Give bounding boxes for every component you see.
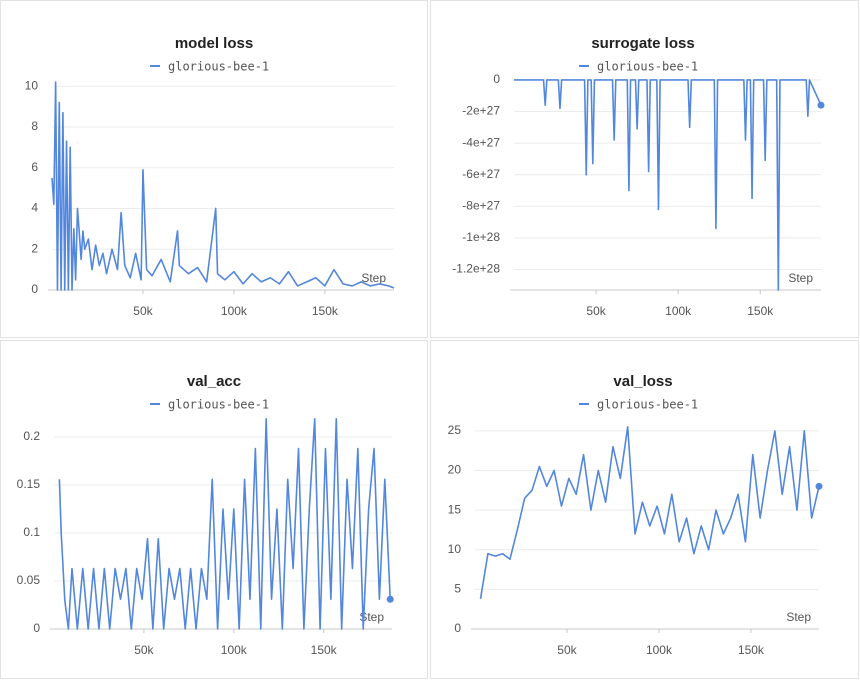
x-tick-label: 150k [311, 643, 338, 657]
x-tick-label: 100k [646, 643, 673, 657]
x-tick-label: 100k [221, 304, 248, 318]
y-tick-label: 4 [31, 201, 38, 215]
y-tick-label: 15 [448, 502, 462, 516]
y-tick-label: -6e+27 [462, 167, 500, 181]
line-series [514, 79, 822, 291]
y-tick-label: 0.05 [17, 573, 41, 587]
end-point [386, 595, 394, 603]
y-tick-label: -1e+28 [462, 230, 500, 244]
x-tick-label: 150k [738, 643, 765, 657]
chart: 0 -2e+27 -4e+27 -6e+27 -8e+27 -1e+28 -1.2e+28 5… [452, 35, 825, 318]
x-tick-label: 100k [221, 643, 248, 657]
y-tick-label: -4e+27 [462, 135, 500, 149]
y-tick-label: 0.1 [23, 525, 40, 539]
x-tick-label: 50k [557, 643, 577, 657]
legend-label: glorious-bee-1 [597, 60, 698, 74]
panel [430, 0, 859, 338]
y-tick-label: 10 [25, 78, 39, 92]
legend-label: glorious-bee-1 [168, 60, 269, 74]
x-tick-label: 150k [747, 304, 774, 318]
y-tick-label: -1.2e+28 [452, 262, 500, 276]
y-tick-label: 6 [31, 160, 38, 174]
y-tick-label: 0 [31, 282, 38, 296]
y-tick-label: 20 [448, 463, 462, 477]
y-tick-label: 25 [448, 423, 462, 437]
x-axis-label: Step [361, 271, 386, 285]
y-tick-label: 5 [454, 582, 461, 596]
line-series [479, 426, 820, 600]
chart-title: model loss [175, 35, 253, 52]
x-tick-label: 50k [134, 643, 154, 657]
chart-title: val_loss [613, 373, 672, 390]
chart-title: val_acc [187, 373, 241, 390]
end-point [815, 482, 823, 490]
y-tick-label: 0.15 [17, 477, 41, 491]
end-point [817, 101, 825, 109]
line-series [51, 81, 395, 291]
chart: 0 0.05 0.1 0.15 0.2 50k 100k 150k Step glorious-b… [17, 373, 394, 657]
y-tick-label: 8 [31, 119, 38, 133]
x-axis-label: Step [786, 610, 811, 624]
x-axis-label: Step [788, 271, 813, 285]
x-tick-label: 50k [586, 304, 606, 318]
y-tick-label: 10 [448, 542, 462, 556]
legend-label: glorious-bee-1 [168, 398, 269, 412]
y-tick-label: -8e+27 [462, 198, 500, 212]
x-tick-label: 50k [133, 304, 153, 318]
x-axis-label: Step [359, 610, 384, 624]
y-tick-label: -2e+27 [462, 104, 500, 118]
chart: 0 5 10 15 20 25 50k 100k 150k Step glorious-bee-1 v… [448, 373, 823, 657]
chart-title: surrogate loss [591, 35, 694, 52]
y-tick-label: 0.2 [23, 429, 40, 443]
y-tick-label: 0 [33, 621, 40, 635]
y-tick-label: 0 [493, 72, 500, 86]
chart: 0 2 4 6 8 10 50k 100k 150k Step glorious-bee-1 mode… [25, 35, 395, 318]
y-tick-label: 0 [454, 621, 461, 635]
y-tick-label: 2 [31, 241, 38, 255]
legend-label: glorious-bee-1 [597, 398, 698, 412]
x-tick-label: 100k [665, 304, 692, 318]
x-tick-label: 150k [312, 304, 339, 318]
line-series [58, 417, 391, 630]
